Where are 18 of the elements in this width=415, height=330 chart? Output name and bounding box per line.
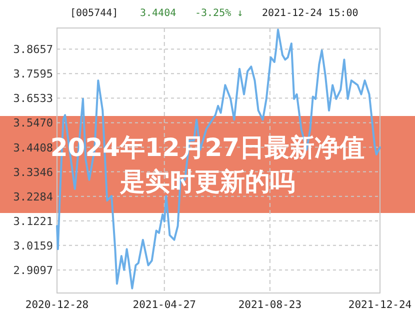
text: -3.25% ↓ — [195, 8, 244, 19]
x-tick-label: 2020-12-28 — [25, 299, 89, 311]
y-tick-label: 3.7595 — [13, 68, 53, 81]
y-tick-label: 3.3346 — [13, 166, 53, 179]
text: [005744] — [70, 8, 118, 19]
y-tick-label: 3.5470 — [13, 116, 53, 130]
x-tick-label: 2021-08-23 — [238, 299, 302, 311]
y-tick-label: 3.6533 — [13, 92, 53, 106]
y-tick-label: 2.9097 — [13, 264, 53, 277]
x-tick-label: 2021-04-27 — [132, 299, 196, 311]
y-tick-label: 3.1221 — [13, 214, 53, 228]
x-tick-label: 2021-12-24 — [348, 299, 412, 311]
y-tick-label: 3.2284 — [13, 190, 54, 204]
text: 2021-12-24 15:00 — [262, 8, 358, 19]
y-tick-label: 3.4408 — [13, 141, 53, 154]
y-tick-label: 3.0159 — [13, 239, 53, 252]
y-tick-label: 3.8657 — [13, 43, 53, 56]
text: 3.4404 — [140, 8, 176, 19]
